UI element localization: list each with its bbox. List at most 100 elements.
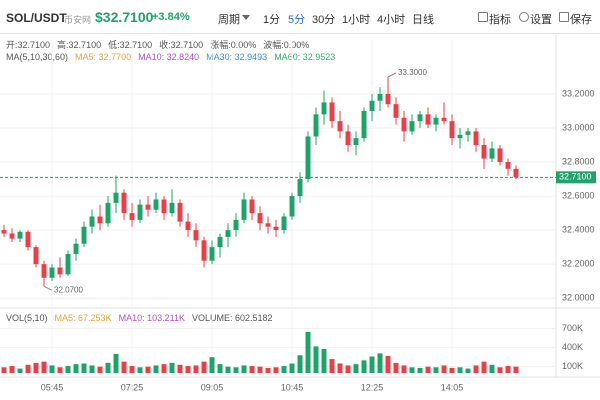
volume-bar [417,367,423,373]
volume-bar [241,365,247,373]
candle-body [97,216,103,224]
volume-bar [345,365,351,373]
x-tick-label: 10:45 [281,382,304,392]
volume-bar [161,364,167,373]
y-tick-label: 33.2000 [562,88,595,98]
tool-icon [559,12,569,22]
candle-body [1,230,7,234]
vol-tick-label: 700K [562,323,583,333]
interval-button[interactable]: 5分 [288,14,306,26]
ohlc-item: 涨幅:0.00% [210,40,257,50]
y-tick-label: 32.0000 [562,293,595,303]
vol-info: VOL(5,10) MA5: 67.253K MA10: 103.211K VOLUM… [6,313,280,323]
vol-item: VOL(5,10) [6,313,48,323]
volume-bar [489,364,495,373]
volume-bar [225,366,231,373]
candle-body [345,131,351,145]
candle-body [377,93,383,101]
candle-body [9,233,15,239]
ohlc-item: 开:32.7100 [6,40,51,50]
interval-button[interactable]: 4小时 [377,14,406,26]
volume-bar [249,366,255,373]
vol-tick-label: 100K [562,361,583,371]
volume-bar [177,364,183,373]
last-price-tag [556,171,596,184]
candle-body [57,267,63,275]
candle-body [305,136,311,180]
candle-body [281,216,287,231]
candle-body [161,199,167,214]
volume-bar [385,355,391,373]
candle-body [129,213,135,220]
candle-body [65,253,71,275]
volume-bar [41,361,47,373]
volume-bar [401,365,407,373]
candle-body [113,192,119,203]
candle-body [265,223,271,227]
ma-item: MA5: 32.7700 [75,52,132,62]
volume-bar [121,361,127,373]
volume-bar [129,366,135,373]
interval-button[interactable]: 1分 [263,14,281,26]
volume-bar [25,364,31,373]
tool-button[interactable]: 指标 [489,14,511,26]
interval-button[interactable]: 日线 [412,14,434,26]
volume-bar [465,368,471,373]
volume-bar [481,361,487,373]
candle-body [457,134,463,139]
volume-bar [33,362,39,373]
tool-icon [519,12,529,22]
candle-body [417,114,423,122]
volume-bar [73,364,79,373]
candle-body [145,204,151,210]
ma-info: MA(5,10,30,60) MA5: 32.7700 MA10: 32.8240 M… [6,52,342,62]
candle-body [465,131,471,135]
candle-body [409,121,415,132]
candle-body [449,121,455,139]
candle-body [481,145,487,159]
candle-body [225,230,231,237]
volume-bar [321,348,327,373]
candle-body [337,121,343,132]
candle-body [105,202,111,224]
volume-bar [305,331,311,373]
x-tick-label: 14:05 [441,382,464,392]
volume-bar [441,365,447,373]
candle-body [513,168,519,178]
tool-button[interactable]: 保存 [570,14,592,26]
candle-body [17,231,23,239]
volume-bar [433,367,439,373]
symbol: SOL/USDT [6,11,67,25]
ohlc-info: 开:32.7100 高:32.7100 低:32.7100 收:32.7100 涨幅:0… [6,38,316,51]
interval-button[interactable]: 30分 [312,14,336,26]
note-label: 33.3000 [398,68,427,77]
volume-bar [425,366,431,373]
ma-item: MA60: 32.9523 [274,52,336,62]
volume-bar [97,366,103,373]
volume-bar [49,365,55,373]
candle-body [273,226,279,231]
vol-item: MA5: 67.253K [54,313,112,323]
volume-bar [201,361,207,373]
x-tick-label: 12:25 [361,382,384,392]
candle-body [217,236,223,248]
candle-body [353,138,359,145]
volume-bar [265,367,271,373]
tool-button[interactable]: 设置 [530,14,552,26]
period-label[interactable]: 周期 [218,14,240,26]
candle-body [473,131,479,145]
volume-bar [353,364,359,373]
interval-button[interactable]: 1小时 [342,14,371,26]
candle-body [361,110,367,139]
candle-body [49,267,55,278]
volume-bar [185,366,191,373]
volume-bar [505,366,511,373]
candle-body [425,114,431,125]
volume-bar [169,362,175,373]
volume-bar [9,366,15,373]
x-tick-label: 07:25 [121,382,144,392]
y-tick-label: 33.0000 [562,122,595,132]
volume-bar [369,356,375,373]
volume-bar [65,366,71,373]
